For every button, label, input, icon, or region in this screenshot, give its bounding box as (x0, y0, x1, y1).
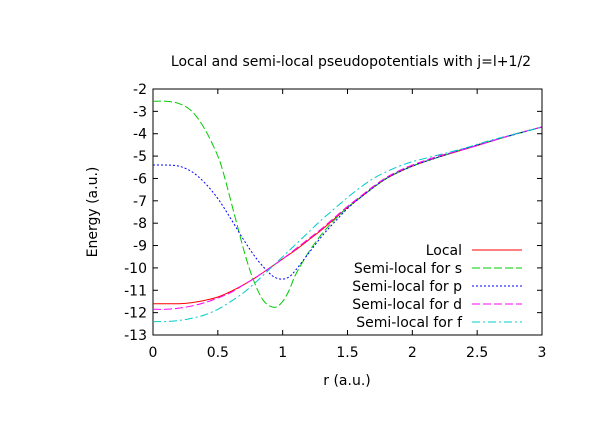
legend-label-local: Local (426, 243, 462, 259)
series-line-semi-local-for-p (152, 126, 543, 280)
y-tick-label: -7 (133, 194, 147, 210)
y-tick-label: -6 (133, 171, 147, 187)
y-tick-label: -13 (124, 328, 147, 344)
x-axis-title: r (a.u.) (323, 373, 370, 389)
legend-label-semi-local-for-d: Semi-local for d (352, 297, 462, 313)
legend-label-semi-local-for-s: Semi-local for s (354, 261, 462, 277)
x-tick-label: 1.5 (336, 345, 358, 361)
legend-label-semi-local-for-f: Semi-local for f (356, 315, 463, 331)
legend: Local Semi-local for s Semi-local for p Sem… (352, 243, 522, 331)
y-tick-label: -4 (133, 127, 147, 143)
y-tick-label: -2 (133, 82, 147, 98)
legend-label-semi-local-for-p: Semi-local for p (352, 279, 462, 295)
y-tick-label: -5 (133, 149, 147, 165)
y-axis: -13 -12 -11 -10 -9 -8 -7 -6 -5 -4 -3 -2 (124, 82, 542, 344)
x-axis: 0 0.5 1 1.5 2 2.5 3 (149, 89, 547, 361)
x-tick-label: 2 (408, 345, 417, 361)
series-lines (152, 100, 543, 323)
y-tick-label: -3 (133, 104, 147, 120)
chart-title: Local and semi-local pseudopotentials wi… (171, 54, 531, 70)
y-tick-label: -8 (133, 216, 147, 232)
x-tick-label: 0 (149, 345, 158, 361)
x-tick-label: 3 (538, 345, 547, 361)
y-tick-label: -11 (124, 283, 147, 299)
y-axis-title: Energy (a.u.) (85, 167, 101, 258)
series-line-semi-local-for-f (152, 126, 543, 323)
x-tick-label: 1 (278, 345, 287, 361)
y-tick-label: -9 (133, 239, 147, 255)
series-line-semi-local-for-d (152, 126, 543, 310)
y-tick-label: -10 (124, 261, 147, 277)
x-tick-label: 0.5 (207, 345, 229, 361)
y-tick-label: -12 (124, 306, 147, 322)
x-tick-label: 2.5 (466, 345, 488, 361)
